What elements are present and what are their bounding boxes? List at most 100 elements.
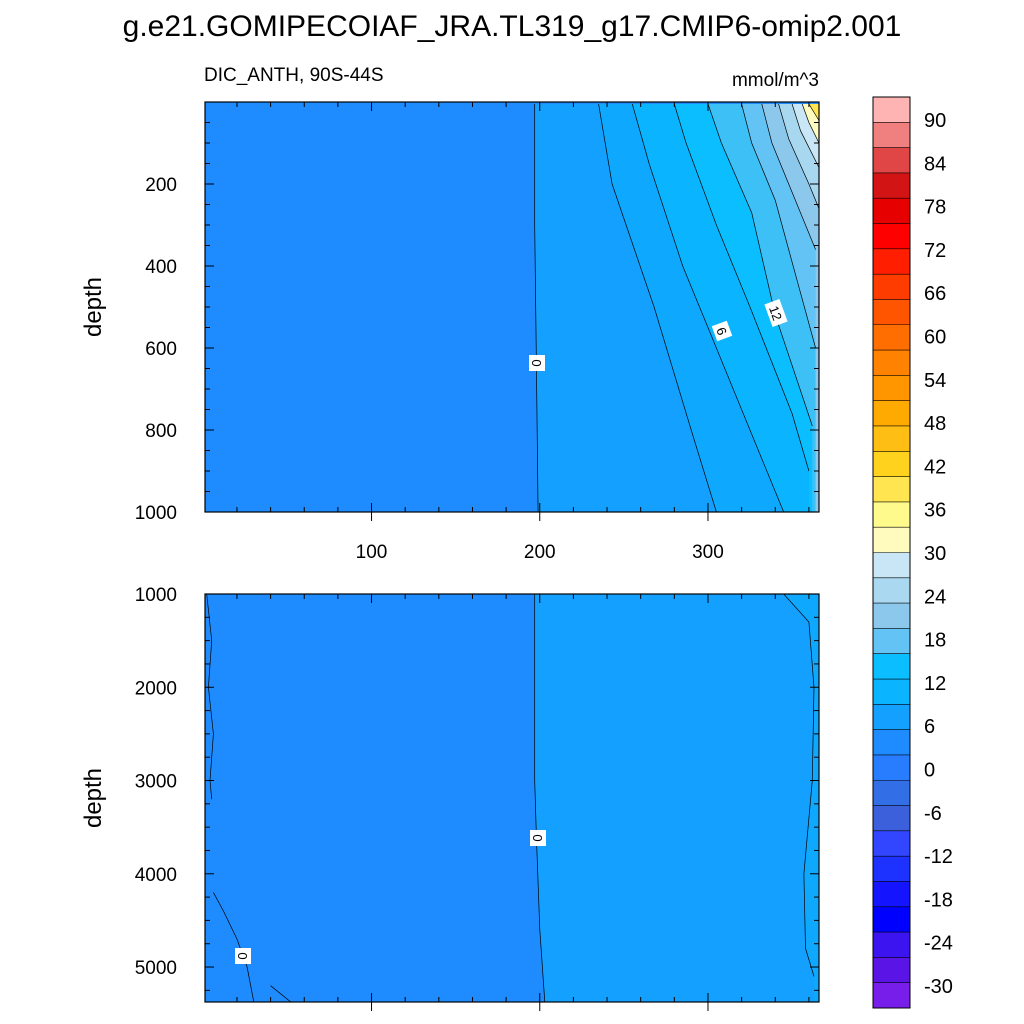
bottom-panel-ylabel: depth [80,768,107,828]
colorbar-tick-label: 36 [924,500,946,522]
contour-line [631,103,785,512]
colorbar-tick-label: -24 [924,933,953,955]
colorbar-swatch [873,906,910,933]
colorbar-swatch [873,527,910,553]
contour-line [673,103,810,472]
colorbar-tick-label: 18 [924,630,946,652]
contour-line [206,594,214,800]
contour-line [808,103,819,121]
contour-line [791,103,819,168]
colorbar-tick-label: 54 [924,370,946,392]
contour-line [707,103,813,427]
colorbar-swatch [873,248,910,275]
x-tick-label: 300 [692,542,724,563]
y-tick-label: 200 [145,175,177,196]
colorbar-swatch [873,274,910,300]
colorbar-tick-label: 60 [924,327,946,349]
contour-label-box [530,830,546,846]
contour-label: 0 [235,948,251,964]
colorbar-swatch [873,603,910,629]
contour-label: 0 [530,830,546,846]
colorbar-swatch [873,754,910,781]
colorbar-swatch [873,679,910,705]
contour-line [598,103,717,512]
y-tick-label: 5000 [135,958,177,979]
colorbar-swatch [873,122,910,149]
colorbar-tick-label: -30 [924,976,953,998]
top-panel-ticks: 200 400 600 800 1000 100 200 300 [135,101,819,563]
contour-label-text: 0 [235,952,250,959]
top-panel: DIC_ANTH, 90S-44S mmol/m^3 200 400 600 800 1… [80,65,820,563]
colorbar-tick-label: -18 [924,889,953,911]
colorbar-swatch [873,881,910,908]
contour-line [534,104,539,512]
contour-label-text: 0 [529,359,544,366]
colorbar-tick-label: 12 [924,673,946,695]
colorbar-tick-label: -12 [924,846,953,868]
contour-label: 6 [711,320,733,342]
bottom-panel-frame [204,593,820,1003]
colorbar-swatch [873,552,910,579]
y-tick-label: 2000 [135,678,177,699]
y-tick-label: 800 [145,421,177,442]
colorbar-tick-label: 84 [924,153,946,175]
field-band [783,594,819,1002]
x-tick-label: 100 [356,542,388,563]
colorbar-swatch [873,451,910,478]
colorbar-tick-label: 90 [924,110,946,132]
colorbar-swatch [873,350,910,376]
contour-line [778,103,819,209]
colorbar-swatch [873,957,910,984]
colorbar-tick-label: -6 [924,803,942,825]
top-panel-subtitle-right: mmol/m^3 [732,70,819,91]
contour-line [761,103,816,250]
colorbar-tick-label: 6 [924,716,935,738]
colorbar-tick-label: 24 [924,586,946,608]
contour-label: 12 [764,298,788,328]
field-band [534,594,819,1002]
colorbar-tick-label: 78 [924,197,946,219]
colorbar-swatch [873,577,910,604]
colorbar-swatch [873,856,910,882]
contour-line [213,892,255,1002]
colorbar-swatch [873,198,910,225]
x-tick-label: 200 [524,542,556,563]
y-tick-label: 400 [145,257,177,278]
colorbar-tick-label: 30 [924,543,946,565]
contour-line [741,103,816,349]
colorbar-swatch [873,223,910,250]
contour-label-text: 6 [713,325,730,337]
colorbar-swatch [873,628,910,655]
colorbar-swatch [873,375,910,402]
top-panel-ylabel: depth [80,277,107,337]
figure-title: g.e21.GOMIPECOIAF_JRA.TL319_g17.CMIP6-om… [123,10,902,43]
colorbar-tick-label: 66 [924,283,946,305]
colorbar-swatch [873,299,910,326]
contour-label-box [711,320,733,342]
colorbar-swatch [873,501,910,528]
y-tick-label: 1000 [135,503,177,524]
colorbar-swatch [873,805,910,832]
contour-label-box [764,298,788,328]
contour-label-text: 0 [530,834,545,841]
colorbar-swatch [873,324,910,351]
colorbar-swatch [873,729,910,756]
y-tick-label: 4000 [135,865,177,886]
colorbar-tick-label: 72 [924,240,946,262]
contour-label-text: 12 [766,304,785,323]
colorbar-swatch [873,147,910,174]
bottom-panel-ticks: 1000 2000 3000 4000 5000 [135,585,819,1011]
colorbar-swatch [873,425,910,452]
colorbar-tick-label: 0 [924,760,935,782]
contour-line [270,985,292,1002]
colorbar-swatch [873,780,910,807]
colorbar-swatch [873,830,910,857]
contour-line [801,103,819,144]
bottom-panel-fill [205,594,819,1002]
colorbar-swatch [873,172,910,199]
colorbar-swatch [873,653,910,680]
colorbar-swatch [873,932,910,958]
top-panel-fill [205,102,819,512]
